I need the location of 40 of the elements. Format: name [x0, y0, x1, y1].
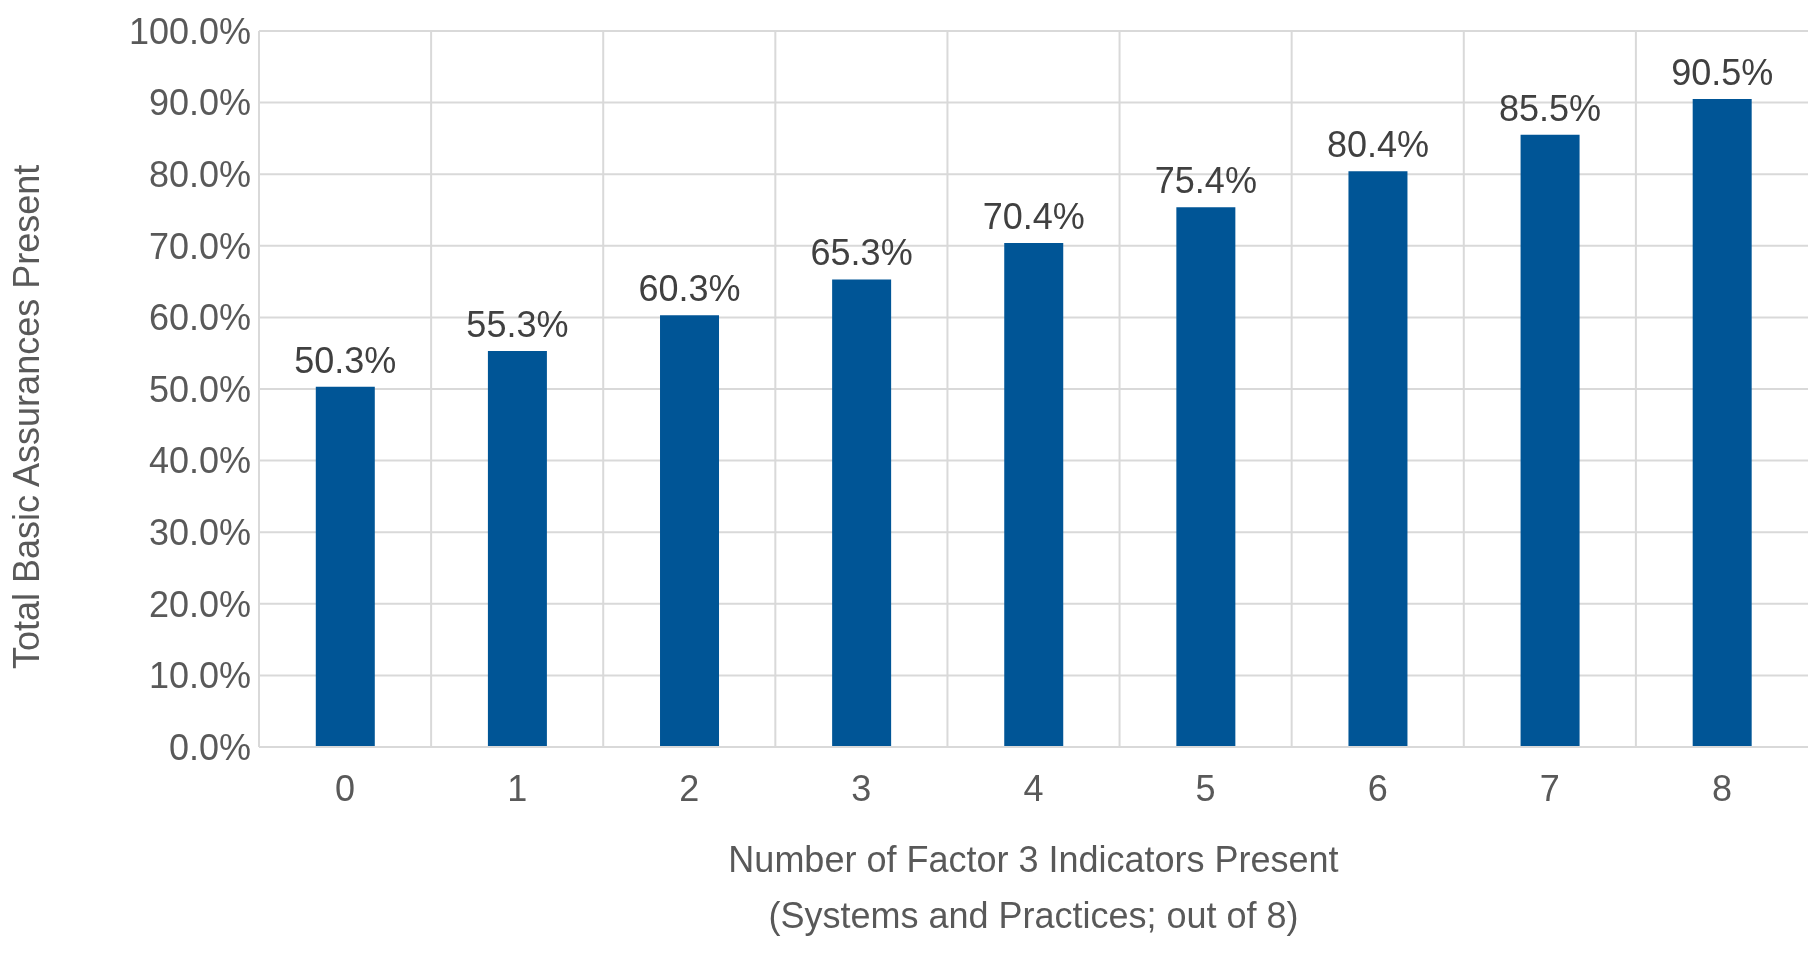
x-tick-label: 1 — [507, 767, 528, 809]
y-tick-label: 50.0% — [148, 368, 251, 410]
data-label: 50.3% — [294, 339, 397, 381]
y-tick-label: 90.0% — [148, 82, 251, 124]
y-tick-label: 10.0% — [148, 655, 251, 697]
data-label: 65.3% — [810, 232, 913, 274]
bar — [315, 386, 375, 747]
data-label: 85.5% — [1499, 87, 1602, 129]
x-tick-label: 0 — [335, 767, 356, 809]
y-tick-label: 30.0% — [148, 511, 251, 553]
bar — [1692, 99, 1752, 747]
bar — [1004, 242, 1064, 747]
y-tick-label: 60.0% — [148, 297, 251, 339]
y-tick-label: 0.0% — [168, 726, 251, 768]
y-tick-label: 40.0% — [148, 440, 251, 482]
x-tick-label: 7 — [1539, 767, 1560, 809]
data-label: 70.4% — [982, 195, 1085, 237]
data-label: 55.3% — [466, 304, 569, 346]
data-label: 60.3% — [638, 268, 741, 310]
y-axis-title: Total Basic Assurances Present — [5, 164, 47, 669]
bar — [487, 351, 547, 747]
x-tick-label: 8 — [1711, 767, 1732, 809]
bar — [1520, 134, 1580, 747]
x-tick-label: 2 — [679, 767, 700, 809]
y-tick-label: 20.0% — [148, 583, 251, 625]
x-tick-label: 6 — [1367, 767, 1388, 809]
y-tick-label: 100.0% — [128, 10, 251, 52]
data-label: 75.4% — [1154, 160, 1257, 202]
x-tick-label: 4 — [1023, 767, 1044, 809]
bar — [1176, 207, 1236, 747]
y-tick-label: 80.0% — [148, 153, 251, 195]
x-tick-label: 3 — [851, 767, 872, 809]
y-tick-label: 70.0% — [148, 225, 251, 267]
x-axis-title: Number of Factor 3 Indicators Present (Systems and Practices; out of 8) — [728, 839, 1339, 936]
bar — [1348, 171, 1408, 747]
x-tick-label: 5 — [1195, 767, 1216, 809]
bar — [832, 279, 892, 747]
data-label: 80.4% — [1326, 124, 1429, 166]
bar — [660, 315, 720, 747]
data-label: 90.5% — [1671, 52, 1774, 94]
